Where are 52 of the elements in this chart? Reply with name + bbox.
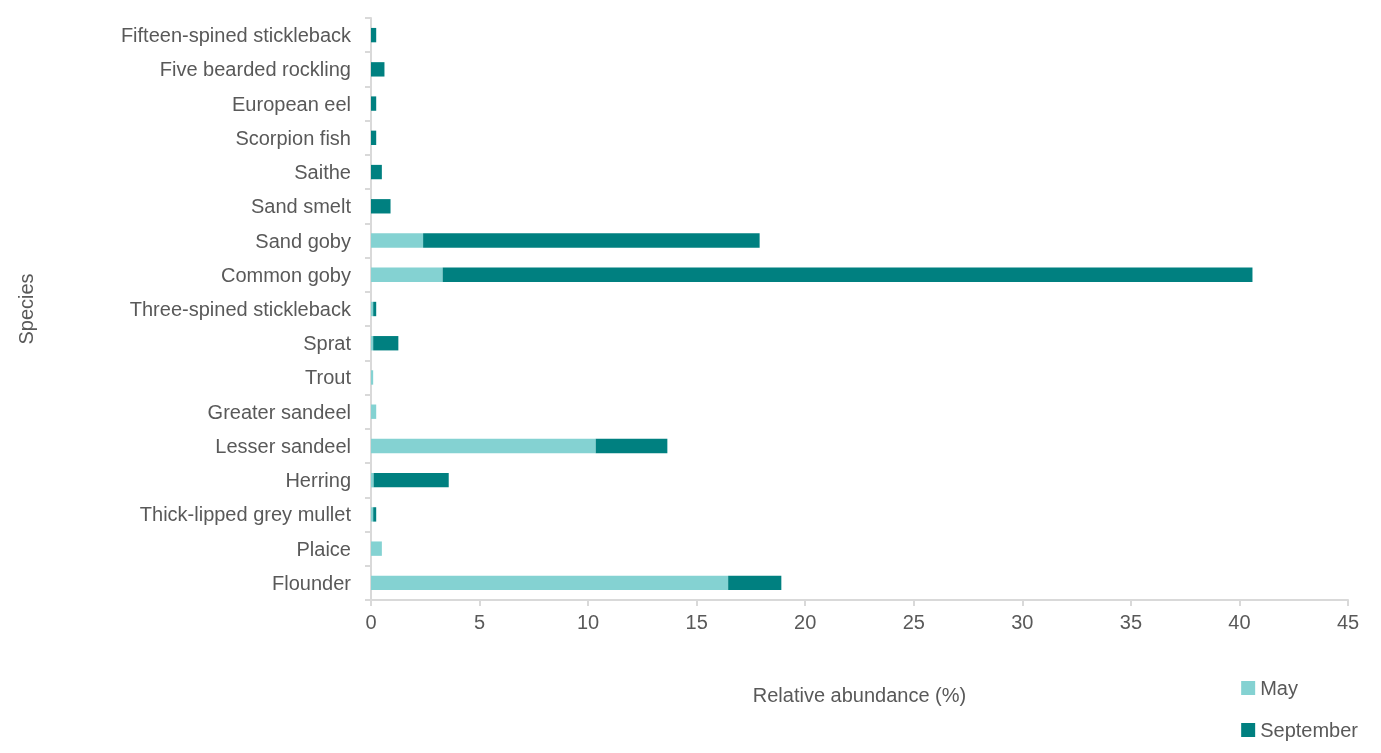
y-tick-label: Trout: [305, 366, 352, 389]
x-tick-label: 25: [902, 611, 925, 633]
bar: [728, 575, 782, 591]
y-tick-label: Plaice: [296, 537, 351, 560]
legend-label: May: [1260, 677, 1298, 699]
x-tick-label: 20: [794, 611, 817, 633]
legend-label: September: [1260, 719, 1359, 741]
y-tick-label: Greater sandeel: [207, 400, 351, 423]
x-tick-label: 35: [1119, 611, 1143, 633]
x-tick-label: 15: [685, 611, 708, 633]
y-tick-label: Thick-lipped grey mullet: [139, 503, 352, 526]
bar: [371, 404, 377, 419]
bar: [371, 370, 374, 385]
bar: [423, 233, 760, 248]
bar: [371, 164, 382, 180]
x-tick-label: 40: [1228, 611, 1251, 633]
y-tick-label: European eel: [232, 92, 351, 115]
bar: [371, 575, 729, 591]
bar: [373, 472, 449, 488]
x-axis-title: Relative abundance (%): [752, 684, 967, 706]
x-tick-label: 30: [1011, 611, 1034, 633]
bar: [595, 438, 668, 454]
x-tick-label: 10: [576, 611, 600, 633]
y-tick-label: Scorpion fish: [235, 126, 351, 149]
bar: [371, 267, 443, 282]
bar: [371, 438, 596, 454]
x-tick-label: 5: [473, 611, 486, 633]
y-tick-label: Herring: [285, 469, 351, 492]
y-tick-label: Sand goby: [255, 229, 351, 252]
y-tick-label: Flounder: [272, 571, 352, 594]
bar: [371, 96, 377, 111]
bar: [371, 336, 374, 351]
bar: [373, 336, 399, 351]
y-tick-label: Saithe: [294, 161, 351, 184]
y-tick-label: Lesser sandeel: [215, 434, 351, 457]
y-axis-title: Species: [15, 273, 37, 345]
bar: [371, 27, 377, 43]
y-tick-label: Common goby: [220, 263, 351, 286]
y-tick-label: Three-spined stickleback: [129, 298, 352, 320]
y-tick-label: Sand smelt: [250, 195, 352, 218]
bar: [371, 130, 377, 146]
y-tick-label: Fifteen-spined stickleback: [120, 24, 352, 47]
bar: [371, 233, 424, 248]
x-tick-label: 0: [365, 611, 377, 633]
bar: [371, 541, 382, 556]
bar: [371, 199, 391, 214]
y-tick-label: Five bearded rockling: [159, 58, 351, 81]
bar: [371, 62, 385, 77]
bar: [442, 267, 1253, 282]
bar: [371, 472, 374, 488]
x-tick-label: 45: [1336, 611, 1360, 633]
y-tick-label: Sprat: [303, 332, 352, 355]
